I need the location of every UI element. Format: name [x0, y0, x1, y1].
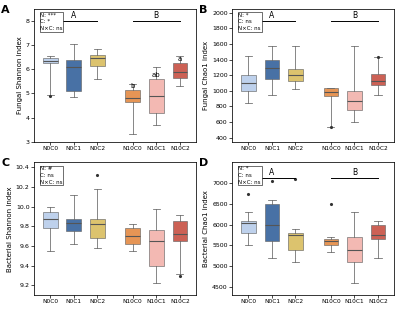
PathPatch shape — [66, 219, 81, 231]
PathPatch shape — [288, 69, 303, 82]
Y-axis label: Bacterial Shannon index: Bacterial Shannon index — [7, 186, 13, 272]
Y-axis label: Fungal Shannon index: Fungal Shannon index — [17, 36, 23, 114]
Text: B: B — [154, 11, 159, 20]
PathPatch shape — [172, 221, 187, 241]
Text: b: b — [130, 83, 135, 89]
Text: ab: ab — [152, 72, 160, 78]
PathPatch shape — [241, 75, 256, 91]
PathPatch shape — [371, 74, 385, 85]
Text: B: B — [199, 5, 208, 15]
PathPatch shape — [265, 204, 279, 241]
PathPatch shape — [126, 90, 140, 102]
Y-axis label: Fungal Chao1 index: Fungal Chao1 index — [203, 41, 209, 110]
Text: B: B — [352, 11, 357, 20]
Text: C: C — [1, 158, 9, 168]
Text: A: A — [71, 11, 76, 20]
PathPatch shape — [90, 55, 105, 66]
PathPatch shape — [90, 219, 105, 238]
PathPatch shape — [43, 58, 58, 63]
PathPatch shape — [149, 79, 164, 113]
PathPatch shape — [265, 60, 279, 79]
PathPatch shape — [347, 237, 362, 262]
PathPatch shape — [324, 239, 338, 246]
Text: A: A — [269, 11, 274, 20]
PathPatch shape — [43, 212, 58, 228]
Text: N: #
C: ns
N×C: ns: N: # C: ns N×C: ns — [40, 166, 63, 185]
Text: N: *
C: ns
N×C: ns: N: * C: ns N×C: ns — [238, 166, 261, 185]
Y-axis label: Bacterial Chao1 index: Bacterial Chao1 index — [203, 190, 209, 267]
PathPatch shape — [347, 91, 362, 110]
Text: D: D — [199, 158, 208, 168]
Text: A: A — [1, 5, 10, 15]
Text: N: *
C: ns
N×C: ns: N: * C: ns N×C: ns — [238, 13, 261, 31]
PathPatch shape — [126, 228, 140, 244]
Text: a: a — [178, 56, 182, 62]
PathPatch shape — [66, 60, 81, 91]
PathPatch shape — [371, 225, 385, 239]
PathPatch shape — [241, 220, 256, 233]
Text: N: ***
C: *
N×C: ns: N: *** C: * N×C: ns — [40, 13, 63, 31]
Text: A: A — [269, 168, 274, 177]
PathPatch shape — [324, 88, 338, 96]
PathPatch shape — [172, 63, 187, 78]
Text: B: B — [352, 168, 357, 177]
PathPatch shape — [288, 233, 303, 250]
PathPatch shape — [149, 230, 164, 266]
